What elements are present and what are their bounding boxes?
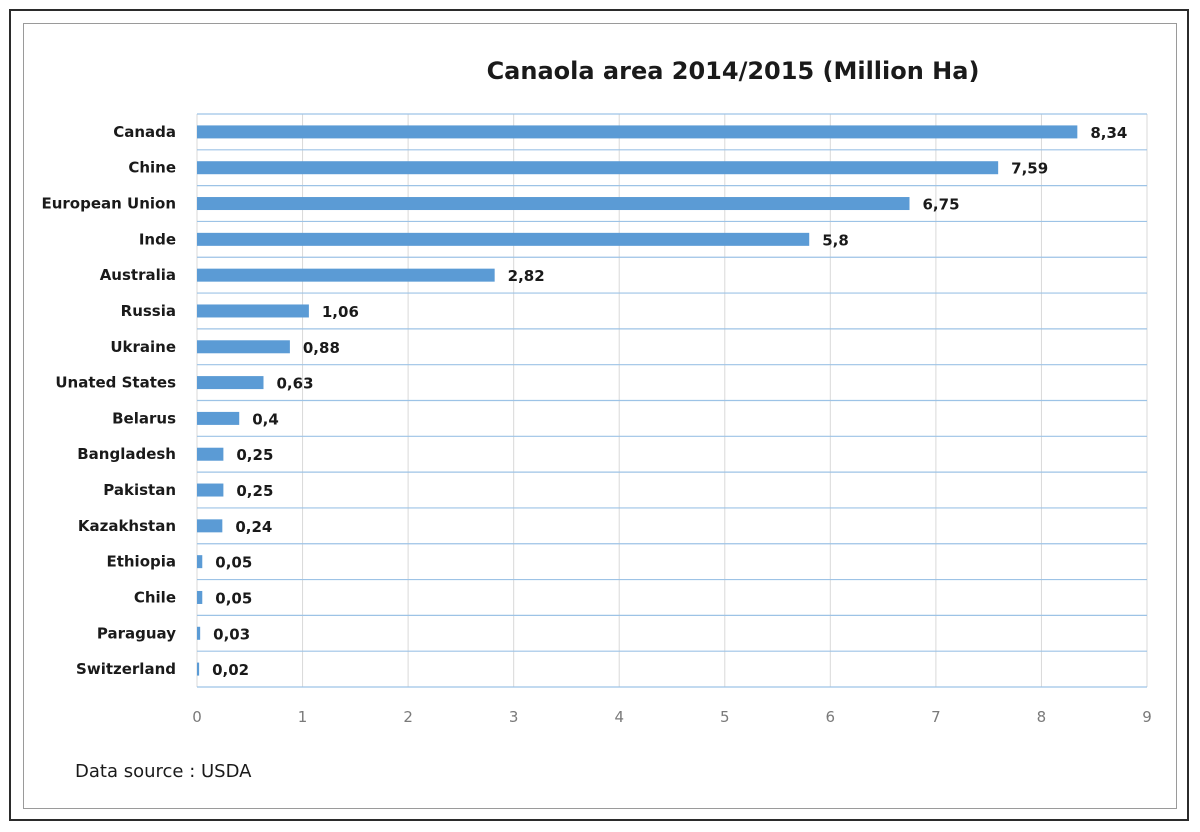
category-label: Ethiopia [106, 553, 176, 571]
value-label: 1,06 [322, 303, 359, 321]
bar [197, 232, 810, 246]
value-label: 0,4 [252, 410, 279, 428]
category-label: Chile [134, 588, 176, 606]
bar [197, 626, 201, 640]
bar [197, 340, 290, 354]
value-label: 0,25 [236, 482, 273, 500]
category-label: Pakistan [103, 481, 176, 499]
category-label: Unated States [55, 374, 176, 392]
x-tick-label: 2 [403, 708, 413, 726]
value-label: 0,02 [212, 661, 249, 679]
value-label: 0,03 [213, 625, 250, 643]
x-tick-label: 6 [826, 708, 836, 726]
x-tick-label: 5 [720, 708, 730, 726]
category-label: Ukraine [110, 338, 176, 356]
category-label: Chine [128, 159, 176, 177]
category-label: Bangladesh [77, 445, 176, 463]
x-axis-ticks: 0 1 2 3 4 5 6 7 8 9 [192, 708, 1152, 726]
bar [197, 662, 200, 676]
bar [197, 125, 1078, 139]
bar [197, 376, 264, 390]
x-tick-label: 4 [614, 708, 624, 726]
x-tick-label: 7 [931, 708, 941, 726]
x-tick-label: 0 [192, 708, 202, 726]
bar [197, 590, 203, 604]
category-label: European Union [41, 195, 176, 213]
bar [197, 411, 240, 425]
value-label: 6,75 [923, 196, 960, 214]
value-label: 7,59 [1011, 160, 1048, 178]
value-label: 2,82 [508, 267, 545, 285]
data-source-note: Data source : USDA [75, 761, 252, 782]
value-label: 0,05 [215, 554, 252, 572]
category-label: Australia [100, 266, 176, 284]
bar [197, 304, 309, 318]
value-labels: 8,34 7,59 6,75 5,8 2,82 1,06 0,88 0,63 0,4 0,25 0,… [212, 124, 1127, 679]
category-labels: Canada Chine European Union Inde Australia Ru… [41, 123, 176, 678]
bar [197, 161, 999, 175]
value-label: 0,24 [235, 518, 272, 536]
x-tick-label: 8 [1037, 708, 1047, 726]
bar [197, 519, 223, 533]
bar [197, 197, 910, 211]
category-label: Switzerland [76, 660, 176, 678]
category-label: Russia [121, 302, 176, 320]
bar [197, 447, 224, 461]
value-label: 8,34 [1090, 124, 1127, 142]
bar [197, 483, 224, 497]
category-label: Belarus [112, 409, 176, 427]
value-label: 0,05 [215, 589, 252, 607]
bar [197, 268, 495, 282]
x-tick-label: 1 [298, 708, 308, 726]
x-tick-label: 9 [1142, 708, 1152, 726]
bar [197, 555, 203, 569]
value-label: 0,25 [236, 446, 273, 464]
category-label: Inde [139, 230, 176, 248]
value-label: 5,8 [822, 231, 849, 249]
row-separators [197, 113, 1147, 688]
category-label: Paraguay [97, 624, 176, 642]
value-label: 0,63 [277, 375, 314, 393]
chart-area [23, 23, 1177, 809]
value-label: 0,88 [303, 339, 340, 357]
chart-title: Canaola area 2014/2015 (Million Ha) [487, 57, 980, 85]
x-tick-label: 3 [509, 708, 519, 726]
category-label: Kazakhstan [78, 517, 176, 535]
bars [197, 125, 1078, 676]
category-label: Canada [113, 123, 176, 141]
